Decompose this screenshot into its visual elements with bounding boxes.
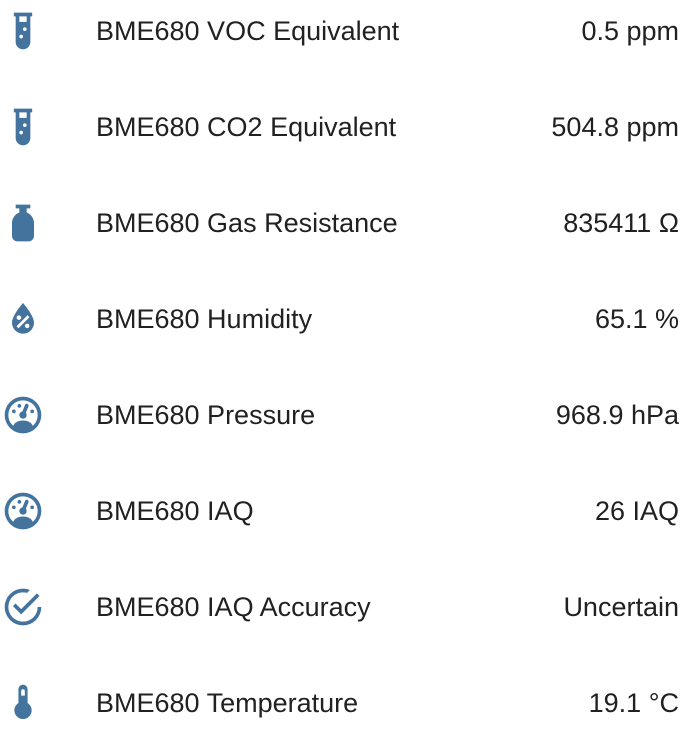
entity-name: BME680 Humidity xyxy=(96,303,313,334)
check-circle-icon xyxy=(1,585,45,629)
entity-row-humidity[interactable]: BME680 Humidity 65.1 % xyxy=(0,271,692,367)
entity-state[interactable]: 26 IAQ xyxy=(594,495,679,526)
entity-name: BME680 VOC Equivalent xyxy=(96,15,400,46)
entity-state[interactable]: Uncertain xyxy=(563,591,679,622)
entity-row-iaq-accuracy[interactable]: BME680 IAQ Accuracy Uncertain xyxy=(0,559,692,655)
gas-cylinder-icon xyxy=(1,201,45,245)
entity-name: BME680 CO2 Equivalent xyxy=(96,111,397,142)
entity-row-gas-resistance[interactable]: BME680 Gas Resistance 835411 Ω xyxy=(0,175,692,271)
entity-name: BME680 IAQ xyxy=(96,495,254,526)
water-percent-icon xyxy=(1,297,45,341)
entity-state[interactable]: 968.9 hPa xyxy=(555,399,679,430)
entity-row-temperature[interactable]: BME680 Temperature 19.1 °C xyxy=(0,655,692,751)
entity-row-iaq[interactable]: BME680 IAQ 26 IAQ xyxy=(0,463,692,559)
entity-row-voc-equivalent[interactable]: BME680 VOC Equivalent 0.5 ppm xyxy=(0,0,692,79)
entity-name: BME680 Gas Resistance xyxy=(96,207,398,238)
test-tube-icon xyxy=(1,9,45,53)
entity-state[interactable]: 65.1 % xyxy=(594,303,679,334)
gauge-icon xyxy=(1,489,45,533)
entity-state[interactable]: 504.8 ppm xyxy=(551,111,679,142)
gauge-icon xyxy=(1,393,45,437)
entity-row-pressure[interactable]: BME680 Pressure 968.9 hPa xyxy=(0,367,692,463)
entity-state[interactable]: 0.5 ppm xyxy=(581,15,679,46)
entity-state[interactable]: 19.1 °C xyxy=(588,687,679,718)
entity-name: BME680 IAQ Accuracy xyxy=(96,591,371,622)
entity-state[interactable]: 835411 Ω xyxy=(563,207,679,238)
thermometer-icon xyxy=(1,681,45,725)
test-tube-icon xyxy=(1,105,45,149)
entity-name: BME680 Pressure xyxy=(96,399,316,430)
entity-row-co2-equivalent[interactable]: BME680 CO2 Equivalent 504.8 ppm xyxy=(0,79,692,175)
entity-name: BME680 Temperature xyxy=(96,687,359,718)
